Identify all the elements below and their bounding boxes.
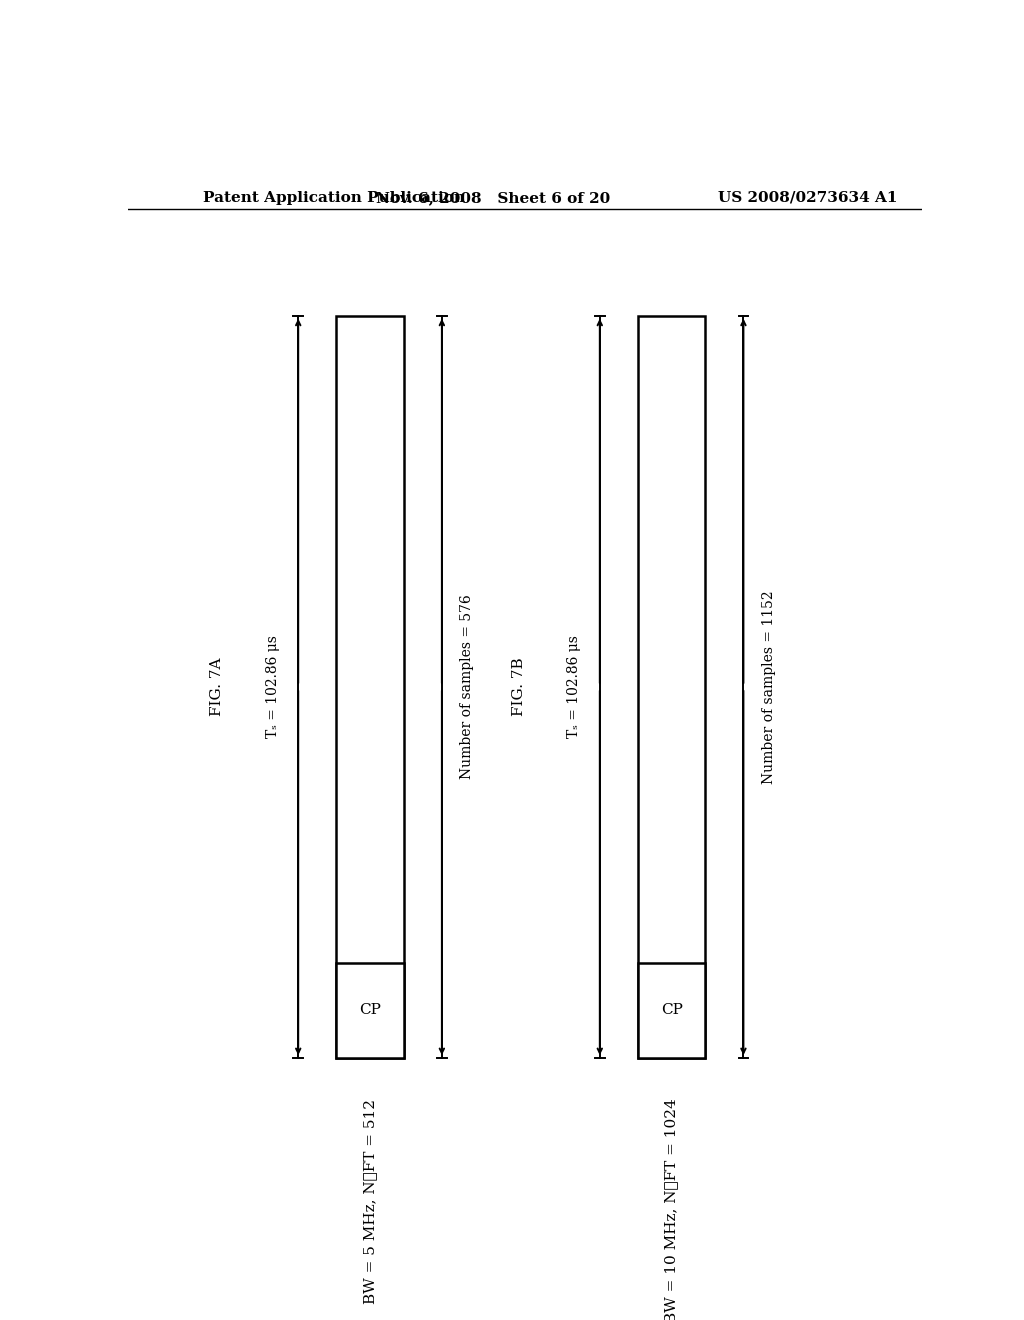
Text: Nov. 6, 2008   Sheet 6 of 20: Nov. 6, 2008 Sheet 6 of 20 [376,191,610,205]
Bar [638,964,706,1057]
Text: Tₛ = 102.86 μs: Tₛ = 102.86 μs [266,635,280,738]
Bar [336,315,403,1057]
Text: Tₛ = 102.86 μs: Tₛ = 102.86 μs [567,635,582,738]
Text: Patent Application Publication: Patent Application Publication [204,191,465,205]
Text: BW = 5 MHz, N₟FT = 512: BW = 5 MHz, N₟FT = 512 [364,1098,377,1304]
Text: Number of samples = 1152: Number of samples = 1152 [762,590,776,784]
Text: BW = 10 MHz, N₟FT = 1024: BW = 10 MHz, N₟FT = 1024 [665,1098,679,1320]
Text: US 2008/0273634 A1: US 2008/0273634 A1 [718,191,898,205]
Text: CP: CP [660,1003,683,1018]
Text: CP: CP [359,1003,381,1018]
Text: FIG. 7B: FIG. 7B [512,657,526,717]
Bar [336,964,403,1057]
Text: FIG. 7A: FIG. 7A [210,657,224,717]
Bar [638,315,706,1057]
Text: Number of samples = 576: Number of samples = 576 [460,594,474,779]
